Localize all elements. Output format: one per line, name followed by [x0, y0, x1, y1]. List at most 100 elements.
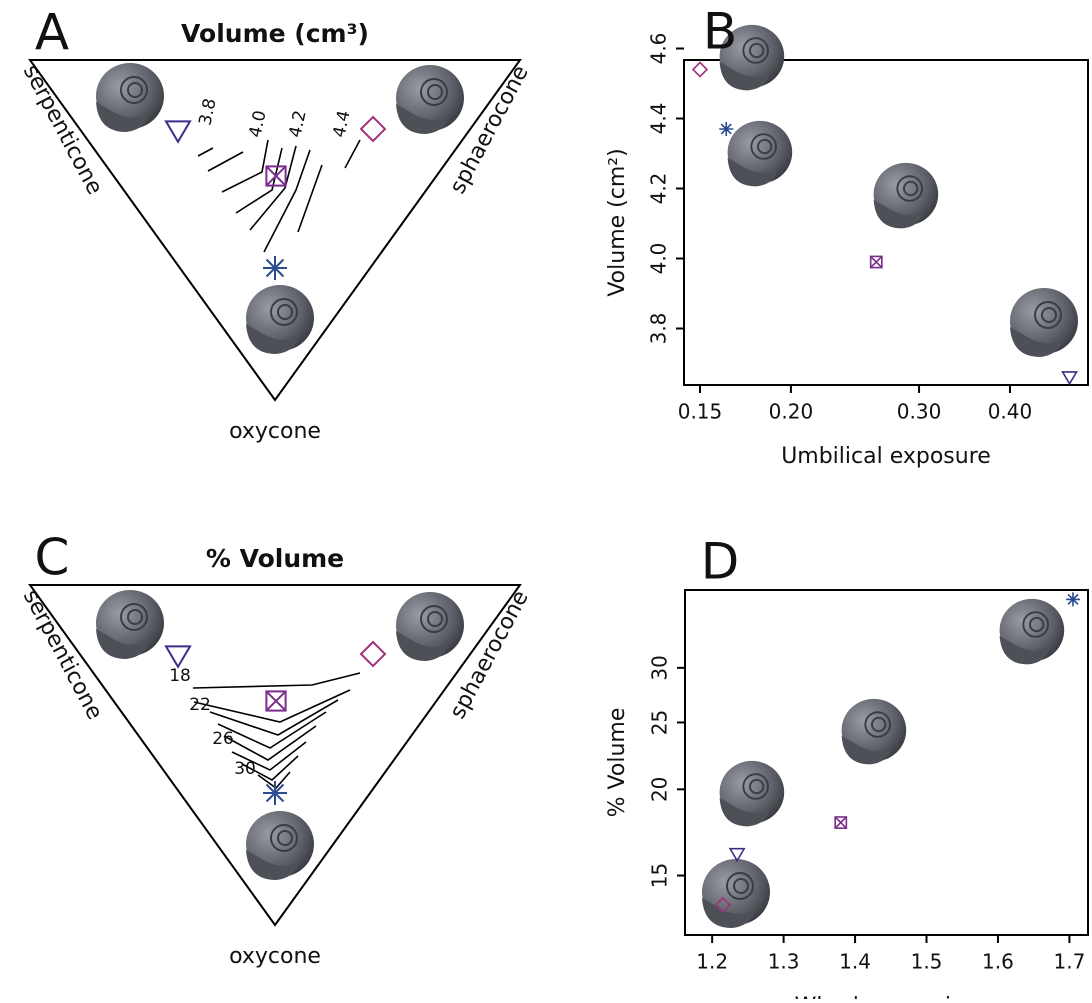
chart-title: Volume (cm³)	[181, 19, 369, 48]
ternary-frame	[28, 59, 522, 402]
y-tick-label: 25	[648, 710, 672, 735]
diamond	[691, 61, 709, 78]
x-tick-label: 1.2	[696, 950, 728, 974]
marker-boxed-x	[869, 255, 883, 269]
contour-line	[192, 672, 361, 689]
x-tick-label: 1.3	[768, 950, 800, 974]
shell-icon	[701, 858, 771, 929]
marker-boxed-x	[265, 690, 287, 712]
vertex-label: oxycone	[229, 944, 321, 969]
marker-boxed-x	[834, 816, 848, 829]
shell-icon	[95, 589, 165, 660]
contour-line	[221, 139, 269, 193]
y-tick-label: 4.6	[647, 33, 671, 65]
plot-frame	[683, 59, 1089, 386]
cross	[870, 255, 883, 269]
contour-label: 4.0	[245, 109, 270, 140]
contour-line	[249, 145, 297, 231]
contour-line	[297, 164, 323, 233]
marker-diamond	[714, 896, 732, 914]
marker-triangle	[164, 120, 192, 144]
plot-frame	[684, 589, 1089, 936]
panel-c	[28, 584, 522, 927]
box	[265, 165, 287, 187]
marker-asterisk	[719, 122, 734, 136]
asterisk	[263, 781, 287, 805]
x-tick-label: 1.6	[982, 950, 1014, 974]
contour-line	[235, 147, 283, 214]
panel-a	[28, 59, 522, 402]
contour-line	[344, 139, 361, 169]
marker-triangle	[1061, 371, 1078, 386]
y-axis-label: Volume (cm²)	[605, 148, 630, 296]
y-tick-label: 4.2	[647, 173, 671, 205]
panel-d	[684, 589, 1089, 936]
x-tick-label: 0.20	[769, 400, 814, 424]
marker-triangle	[164, 645, 192, 669]
y-tick-label: 4.4	[647, 103, 671, 135]
panel-label: D	[701, 533, 740, 591]
shell-icon	[245, 810, 315, 881]
marker-triangle	[728, 847, 746, 863]
x-tick-label: 1.5	[911, 950, 943, 974]
contour-line	[197, 147, 214, 157]
shell-icon	[1009, 287, 1079, 358]
triangle	[1061, 371, 1078, 386]
vertex-label: serpenticone	[18, 61, 107, 199]
asterisk	[263, 256, 287, 280]
y-tick-label: 30	[648, 655, 672, 680]
box	[834, 816, 848, 829]
y-axis-label: % Volume	[605, 708, 630, 818]
y-tick-label: 4.0	[647, 243, 671, 275]
shell-icon	[95, 62, 165, 133]
y-tick-label: 15	[648, 863, 672, 888]
contour-label: 4.4	[329, 109, 354, 140]
panel-b	[683, 23, 1089, 386]
shell-icon	[718, 759, 786, 828]
shell-icon	[726, 119, 794, 188]
marker-diamond	[691, 61, 709, 78]
vertex-label: oxycone	[229, 419, 321, 444]
marker-diamond	[359, 640, 387, 668]
triangle	[164, 120, 192, 144]
diamond	[714, 896, 732, 914]
contour-line	[231, 741, 307, 771]
contour-label: 30	[234, 759, 256, 779]
cross	[834, 816, 847, 829]
triangle	[728, 847, 746, 863]
marker-boxed-x	[265, 165, 287, 187]
x-axis-label: Whorl expansion	[795, 994, 979, 999]
shell-icon	[998, 597, 1066, 666]
x-tick-label: 0.15	[678, 400, 723, 424]
y-tick-label: 20	[648, 777, 672, 802]
contour-label: 26	[212, 729, 234, 749]
shell-icon	[872, 161, 940, 230]
box	[869, 255, 883, 269]
x-tick-label: 1.4	[839, 950, 871, 974]
contour-line	[193, 689, 351, 723]
contour-label: 3.8	[195, 97, 220, 128]
ternary-frame	[28, 584, 522, 927]
cross	[265, 165, 287, 187]
diamond	[359, 115, 387, 143]
contour-label: 18	[169, 666, 191, 686]
contour-label: 4.2	[285, 109, 310, 140]
shell-icon	[395, 591, 465, 662]
marker-asterisk	[263, 256, 287, 280]
panel-label: A	[35, 4, 69, 62]
contour-line	[217, 711, 327, 749]
x-tick-label: 0.40	[988, 400, 1033, 424]
asterisk	[1065, 592, 1080, 607]
contour-line	[263, 149, 311, 253]
x-tick-label: 1.7	[1054, 950, 1086, 974]
asterisk	[719, 122, 734, 136]
panel-label: C	[35, 529, 70, 587]
contour-line	[209, 699, 339, 736]
marker-diamond	[359, 115, 387, 143]
marker-asterisk	[263, 781, 287, 805]
chart-title: % Volume	[206, 544, 344, 573]
panel-label: B	[703, 3, 737, 61]
box	[265, 690, 287, 712]
marker-asterisk	[1065, 592, 1080, 607]
